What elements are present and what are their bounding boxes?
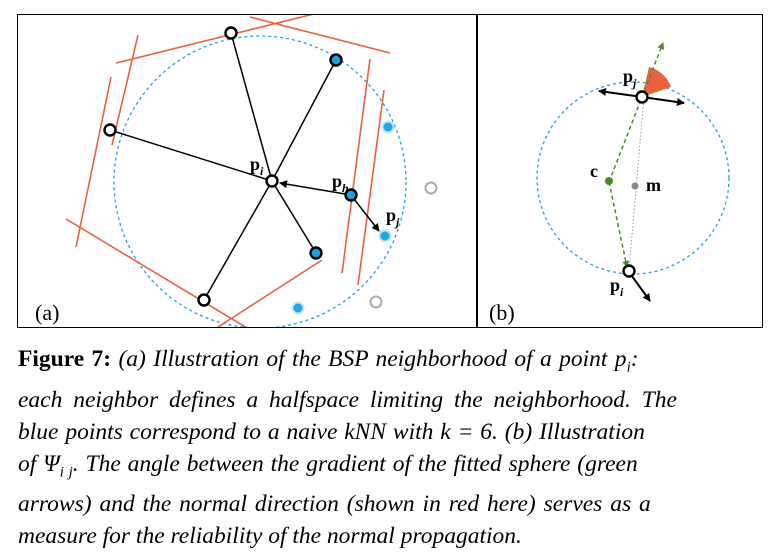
- label-m: m: [646, 175, 661, 195]
- halfspace-line: [217, 259, 323, 327]
- caption-line-1: Figure 7: (a) Illustration of the BSP ne…: [18, 346, 639, 376]
- panel-b-tag: (b): [489, 300, 515, 325]
- caption-line-2: each neighbor defines a halfspace limiti…: [18, 386, 677, 413]
- caption-label: Figure 7:: [18, 346, 112, 372]
- normal-arrow-pi: [628, 271, 651, 302]
- figure-caption: Figure 7: (a) Illustration of the BSP ne…: [18, 343, 762, 552]
- knn-point: [381, 120, 395, 134]
- neighbor-point: [224, 26, 238, 40]
- panel-b-psi-illustration: pj c m pi: [477, 14, 763, 328]
- query-point-pi: [265, 174, 279, 188]
- knn-point: [291, 301, 305, 315]
- halfspace-line: [111, 34, 139, 146]
- halfspace-line: [65, 218, 247, 327]
- neighborhood-circle: [113, 35, 407, 327]
- label-pj: pj: [623, 66, 637, 90]
- gradient-arrow-pi: [608, 181, 630, 268]
- halfspace-lines: [65, 15, 391, 327]
- other-points: [369, 181, 438, 309]
- tangent-arrow-left: [598, 88, 643, 98]
- edge: [271, 180, 317, 254]
- label-c: c: [590, 161, 598, 181]
- label-pi: pi: [610, 275, 624, 299]
- arrow-ph-to-pi: [279, 180, 352, 196]
- halfspace-line: [75, 76, 112, 248]
- point-pi: [622, 264, 636, 278]
- neighbor-edges: [109, 32, 380, 301]
- arrow-ph-to-pj: [353, 198, 380, 232]
- halfspace-line: [357, 89, 385, 286]
- neighbor-point: [197, 293, 211, 307]
- neighbor-point-ph: [344, 188, 358, 202]
- far-point: [424, 181, 438, 195]
- normal-angle-wedge: [642, 67, 671, 97]
- caption-line-5: arrows) and the normal direction (shown …: [18, 491, 651, 518]
- halfspace-line: [249, 16, 391, 54]
- caption-line-3: blue points correspond to a naive kNN wi…: [18, 418, 645, 445]
- panel-a-tag: (a): [35, 300, 60, 325]
- point-pj: [635, 90, 649, 104]
- neighbor-point-knn: [329, 53, 343, 67]
- halfspace-line: [341, 58, 371, 274]
- label-ph: ph: [332, 171, 349, 195]
- far-point: [369, 295, 383, 309]
- neighbor-point: [103, 123, 117, 137]
- panel-a-bsp-neighborhood: pi ph pj: [17, 14, 477, 328]
- bsp-neighbors: [103, 26, 358, 307]
- neighbor-point-knn: [309, 246, 323, 260]
- edge: [271, 59, 337, 182]
- fitted-sphere: [536, 81, 730, 275]
- label-pi: pi: [250, 154, 264, 178]
- knn-point-pj: [378, 229, 392, 243]
- label-pj: pj: [386, 205, 400, 229]
- caption-line-6: measure for the reliability of the norma…: [18, 523, 522, 550]
- center-m: [631, 182, 639, 190]
- edge: [203, 180, 273, 301]
- gradient-line-c-pj: [608, 96, 643, 183]
- center-c: [605, 177, 613, 185]
- knn-excluded: [291, 120, 395, 315]
- chord-pj-pi: [628, 96, 645, 271]
- edge: [230, 32, 273, 182]
- gradient-arrow-pj: [641, 42, 665, 98]
- caption-line-4: of Ψi j. The angle between the gradient …: [18, 450, 638, 481]
- edge: [109, 129, 273, 182]
- tangent-arrow-right: [641, 96, 685, 106]
- figure-7: pi ph pj (a): [17, 14, 763, 328]
